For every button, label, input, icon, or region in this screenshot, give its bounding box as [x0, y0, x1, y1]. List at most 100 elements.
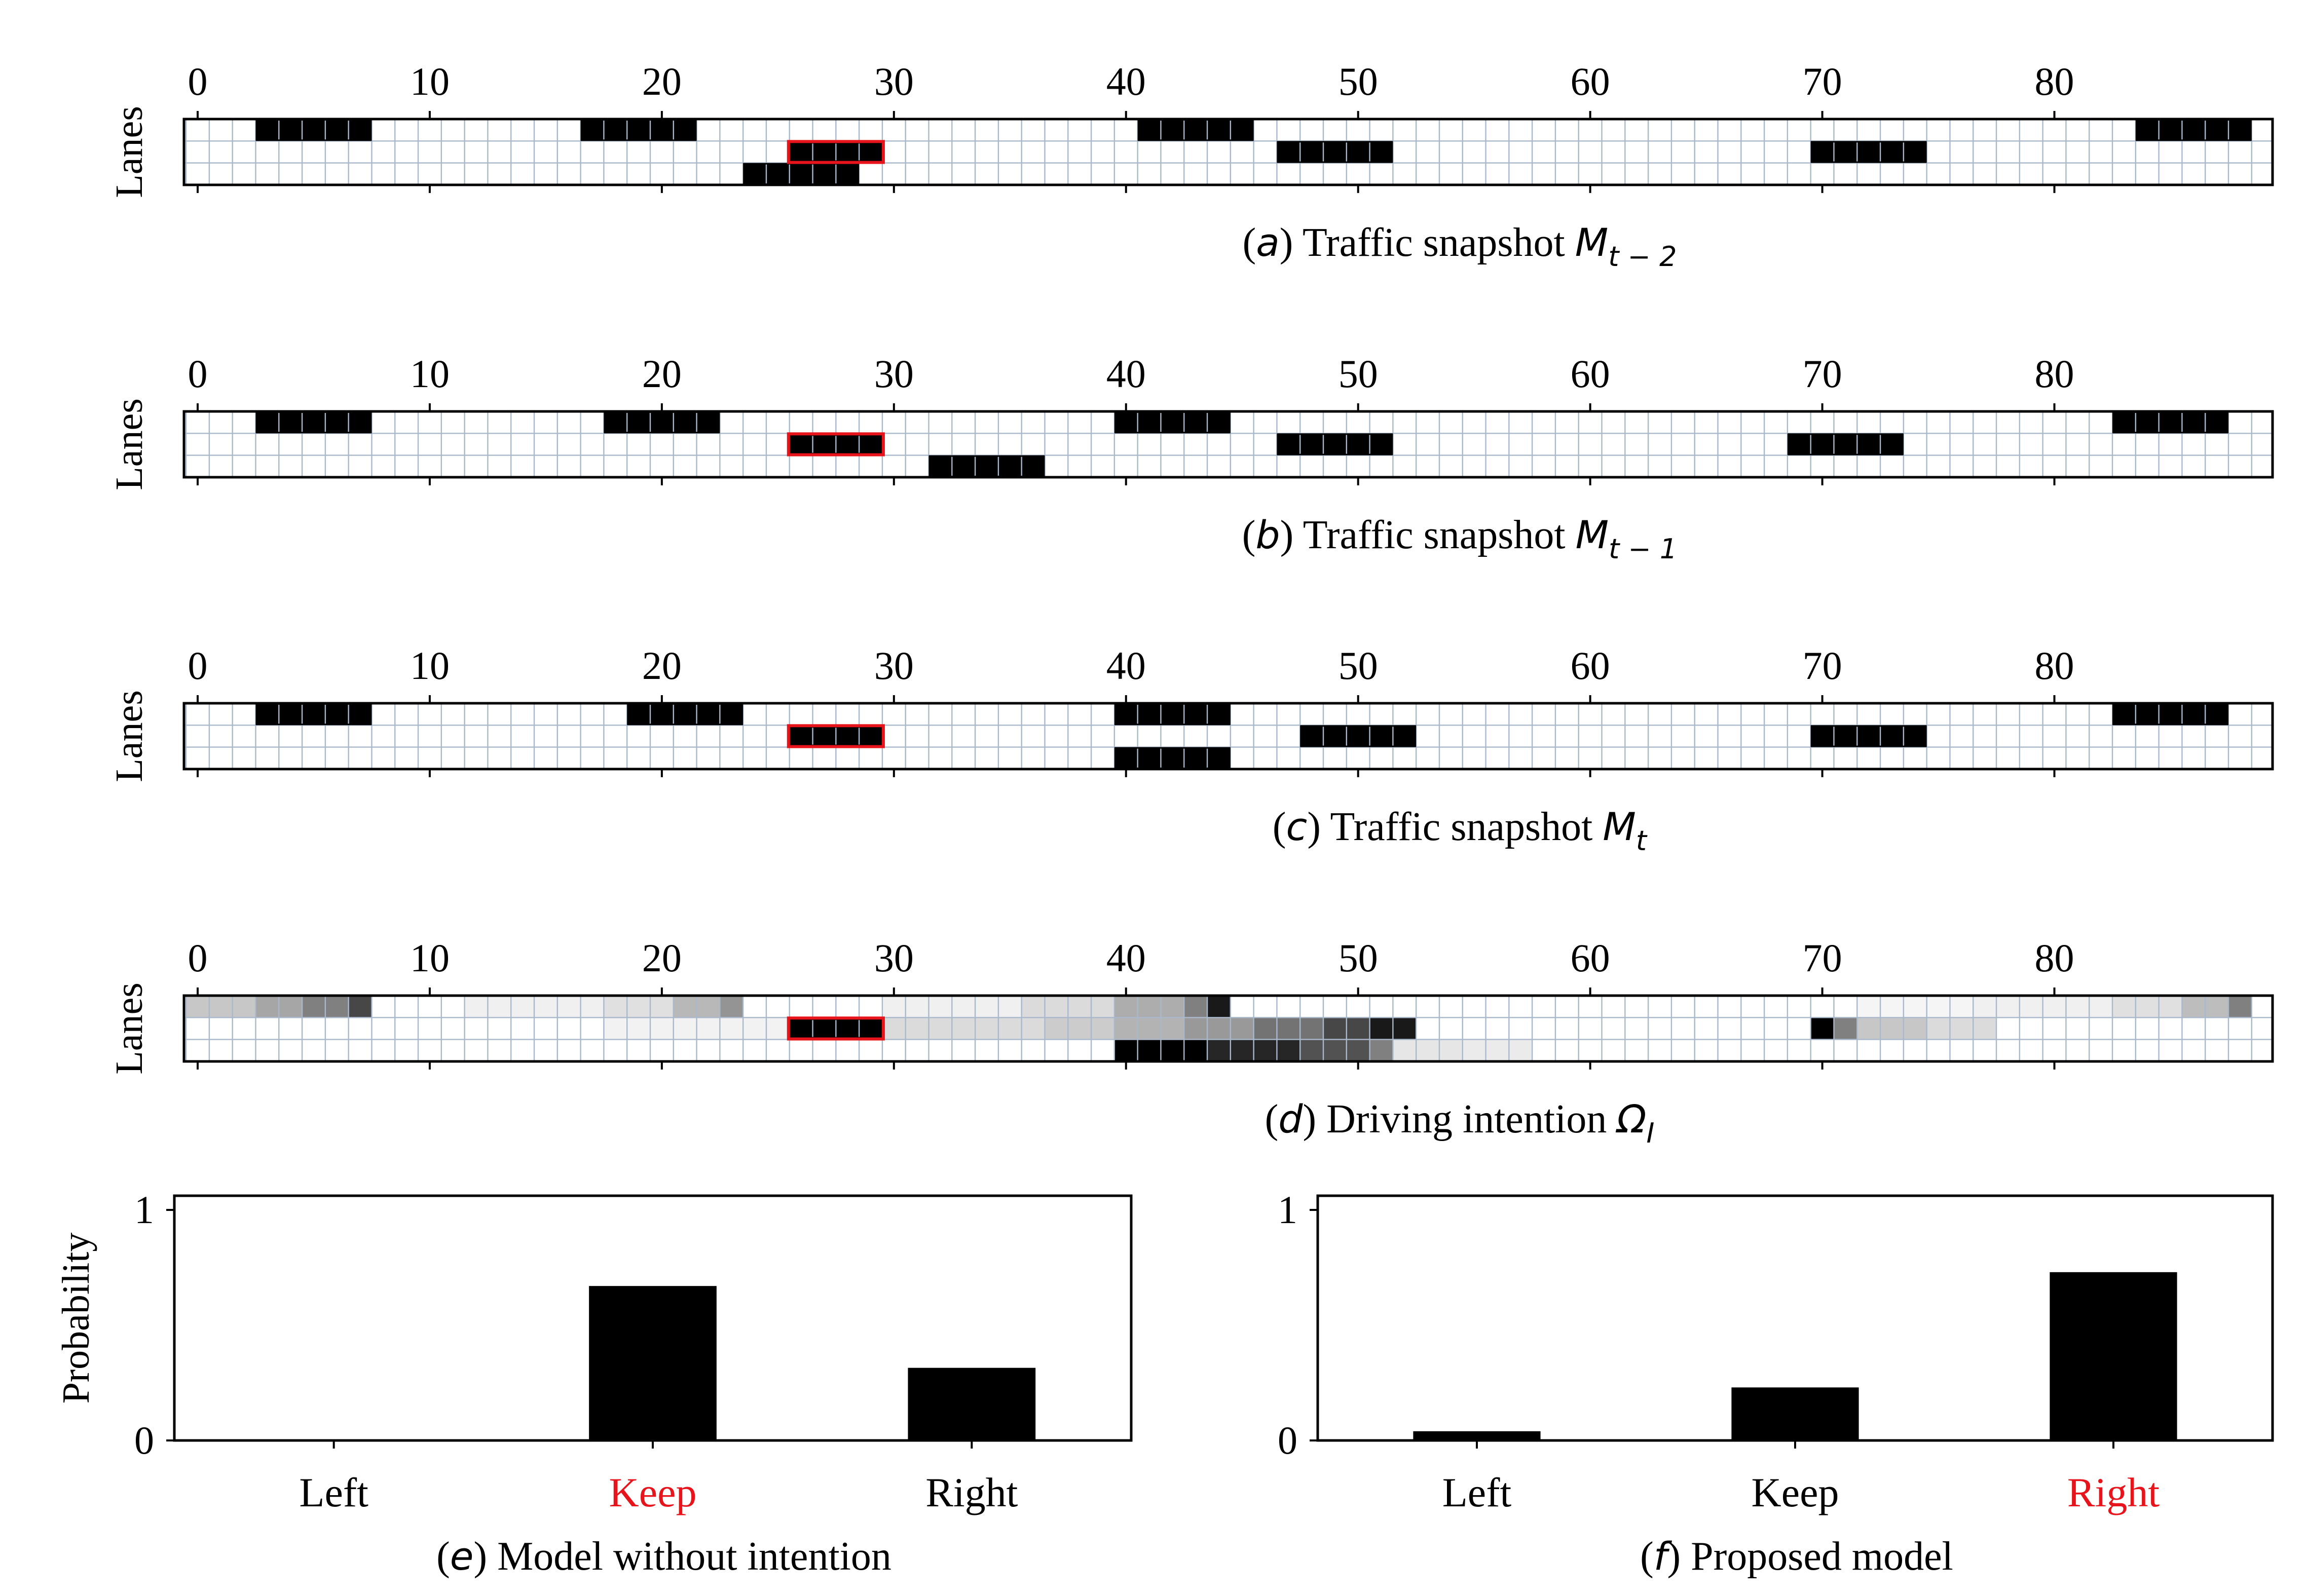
vehicle — [743, 163, 860, 185]
intensity-cell — [1137, 1039, 1161, 1061]
intensity-cell — [511, 996, 535, 1018]
caption-text: ) Proposed model — [1667, 1534, 1953, 1579]
intensity-cell — [302, 996, 325, 1018]
intensity-cell — [1369, 1017, 1393, 1040]
intensity-cell — [209, 996, 233, 1018]
intensity-cell — [1021, 1017, 1045, 1040]
intensity-cell — [952, 996, 976, 1018]
x-tick-label: 70 — [1803, 936, 1842, 980]
x-tick-label: 80 — [2035, 936, 2074, 980]
x-tick-label: 0 — [188, 643, 208, 688]
x-tick-label: 60 — [1571, 936, 1610, 980]
intensity-cell — [2228, 996, 2252, 1018]
intensity-cell — [1230, 1039, 1254, 1061]
intensity-cell — [1346, 1017, 1370, 1040]
panel-e-caption: (e) Model without intention — [436, 1534, 891, 1579]
caption-prefix: ( — [1265, 1097, 1279, 1142]
panel-c-caption: (c) Traffic snapshot Mt — [1273, 804, 1648, 857]
intensity-cell — [1346, 1039, 1370, 1061]
intensity-cell — [905, 1017, 929, 1040]
intensity-cell — [1114, 1039, 1138, 1061]
intensity-cell — [1485, 1039, 1509, 1061]
category-label-left: Left — [299, 1469, 368, 1515]
x-tick-label: 20 — [642, 352, 682, 396]
intensity-cell — [1973, 996, 1997, 1018]
vehicle — [1114, 411, 1231, 434]
x-tick-label: 70 — [1803, 352, 1842, 396]
intensity-cell — [1137, 996, 1161, 1018]
intensity-cell — [673, 996, 697, 1018]
bar-right — [2050, 1272, 2177, 1440]
intensity-cell — [1184, 996, 1208, 1018]
x-tick-label: 40 — [1106, 936, 1146, 980]
intensity-cell — [1926, 1017, 1950, 1040]
category-label-right: Right — [2067, 1469, 2160, 1515]
y-tick-label: 1 — [1278, 1188, 1297, 1232]
intensity-cell — [2042, 996, 2066, 1018]
intensity-cell — [627, 996, 650, 1018]
y-axis-label: Lanes — [108, 690, 151, 782]
bar-left — [1413, 1431, 1541, 1440]
intensity-cell — [2205, 996, 2228, 1018]
intensity-cell — [534, 996, 557, 1018]
x-tick-label: 0 — [188, 352, 208, 396]
grid-lines — [184, 996, 2273, 1061]
caption-text: ) Traffic snapshot — [1307, 805, 1603, 849]
x-tick-label: 60 — [1571, 352, 1610, 396]
intensity-cell — [1857, 996, 1881, 1018]
intensity-cell — [998, 996, 1022, 1018]
intensity-cell — [2066, 996, 2090, 1018]
intensity-cell — [1277, 1017, 1300, 1040]
panel-f-bar-chart: 0 1 Left Keep Right (f) Proposed model — [1278, 1188, 2274, 1579]
panel-b-heatmap: 0 10 20 30 40 50 60 70 80 Lanes (b) Traffic snapsh… — [108, 352, 2274, 565]
vehicles — [255, 411, 2228, 477]
ego-vehicle-outline — [787, 432, 885, 457]
x-tick-label: 50 — [1338, 352, 1378, 396]
x-tick-label: 20 — [642, 643, 682, 688]
bar-keep — [589, 1286, 717, 1440]
panel-d-heatmap: 0 10 20 30 40 50 60 70 80 Lanes (d) Driving intent… — [108, 936, 2274, 1149]
x-tick-label: 50 — [1338, 59, 1378, 103]
intensity-cell — [2089, 996, 2113, 1018]
x-ticks: 0 10 20 30 40 50 60 70 80 — [188, 936, 2074, 1070]
intensity-cell — [464, 996, 488, 1018]
ego-vehicle — [787, 1016, 885, 1041]
intensity-cell — [1253, 1017, 1277, 1040]
intensity-cell — [2019, 996, 2043, 1018]
y-axis-label: Probability — [55, 1233, 97, 1404]
vehicle — [2112, 411, 2228, 434]
caption-prefix: ( — [1242, 513, 1256, 557]
x-tick-label: 0 — [188, 59, 208, 103]
panel-e-bar-chart: 0 1 Left Keep Right Probability (e) Model with… — [55, 1188, 1133, 1579]
intensity-cell — [1161, 1017, 1184, 1040]
ego-vehicle-outline — [787, 724, 885, 748]
intensity-cell — [928, 996, 952, 1018]
intensity-cell — [1045, 996, 1068, 1018]
intensity-cell — [1393, 1017, 1417, 1040]
intensity-cell — [975, 996, 998, 1018]
intensity-cell — [1161, 996, 1184, 1018]
intensity-cell — [1996, 996, 2020, 1018]
intensity-cell — [255, 996, 279, 1018]
x-tick-label: 10 — [410, 352, 450, 396]
intensity-cell — [1091, 996, 1114, 1018]
intensity-cell — [232, 996, 256, 1018]
x-tick-label: 40 — [1106, 643, 1146, 688]
x-tick-label: 60 — [1571, 59, 1610, 103]
panel-c-frame — [182, 702, 2274, 771]
x-tick-label: 50 — [1338, 643, 1378, 688]
vehicle — [1114, 747, 1231, 769]
intensity-cell — [1880, 996, 1904, 1018]
intensity-cell — [1021, 996, 1045, 1018]
caption-math: Ω — [1615, 1096, 1646, 1142]
intensity-cell — [928, 1017, 952, 1040]
bar-keep — [1731, 1387, 1859, 1440]
x-tick-label: 30 — [874, 352, 914, 396]
intensity-cell — [1439, 1039, 1463, 1061]
x-tick-label: 70 — [1803, 59, 1842, 103]
x-tick-label: 20 — [642, 936, 682, 980]
intensity-cell — [743, 1017, 766, 1040]
caption-letter: e — [450, 1534, 474, 1579]
vehicle — [1137, 119, 1254, 141]
intensity-cell — [1207, 996, 1231, 1018]
